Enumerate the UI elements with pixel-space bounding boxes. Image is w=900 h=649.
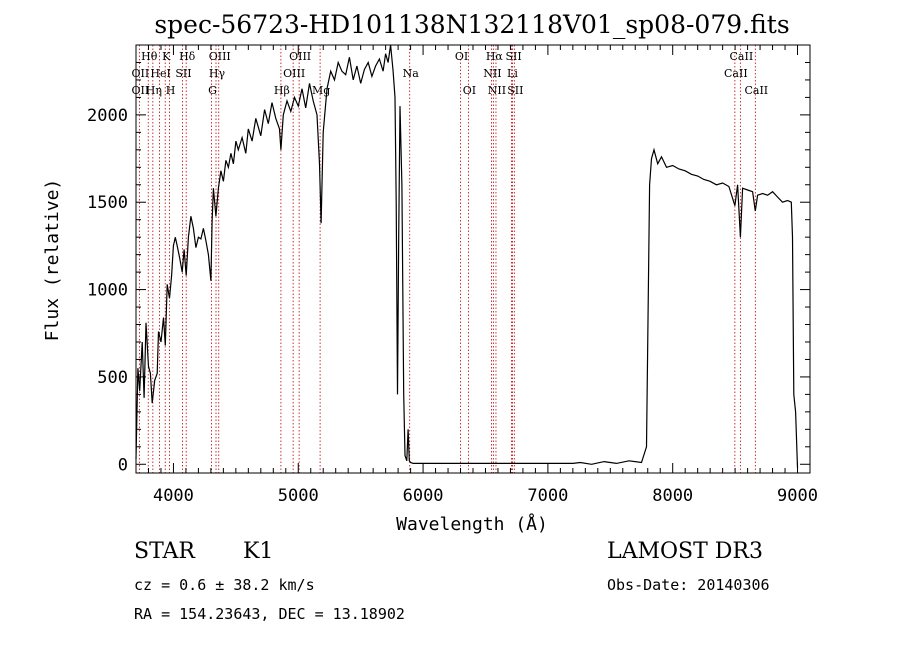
line-label: SII: [505, 50, 521, 63]
x-tick-label: 5000: [278, 486, 319, 506]
line-label: OI: [463, 84, 476, 97]
spectral-line-labels: HθOIIOIIHηHeIKHSIIHδGOIIIHγHβOIIIOIIIMgN…: [132, 50, 769, 97]
line-label: SII: [507, 84, 523, 97]
y-tick-label: 1500: [87, 193, 128, 213]
spectrum-line: [135, 44, 799, 468]
line-label: HeI: [150, 67, 170, 80]
line-label: CaII: [744, 84, 768, 97]
x-axis-ticks: 4000 5000 6000 7000 8000 9000: [135, 45, 818, 506]
y-tick-label: 2000: [87, 106, 128, 126]
line-label: NII: [483, 67, 501, 80]
y-tick-label: 1000: [87, 281, 128, 301]
obs-date: Obs-Date: 20140306: [607, 576, 770, 594]
y-axis-ticks: 0 500 1000 1500 2000: [87, 44, 810, 475]
x-tick-label: 7000: [527, 486, 568, 506]
line-label: Hδ: [179, 50, 196, 63]
line-label: K: [162, 50, 171, 63]
y-axis-label: Flux (relative): [42, 179, 63, 342]
line-label: CaII: [730, 50, 754, 63]
line-label: NII: [488, 84, 506, 97]
object-class: STAR: [134, 539, 195, 564]
survey-name: LAMOST DR3: [607, 539, 763, 564]
x-axis-label: Wavelength (Å): [396, 513, 548, 535]
line-label: G: [208, 84, 217, 97]
y-tick-label: 0: [118, 455, 128, 475]
line-label: OII: [132, 67, 150, 80]
spectral-line-markers: [138, 45, 756, 473]
chart-title: spec-56723-HD101138N132118V01_sp08-079.f…: [154, 10, 789, 39]
line-label: Mg: [312, 84, 330, 97]
line-label: OIII: [283, 67, 305, 80]
line-label: CaII: [724, 67, 748, 80]
line-label: Na: [403, 67, 420, 80]
x-tick-label: 4000: [153, 486, 194, 506]
coordinates: RA = 154.23643, DEC = 13.18902: [134, 605, 405, 623]
x-tick-label: 8000: [652, 486, 693, 506]
line-label: H: [166, 84, 176, 97]
x-tick-label: 9000: [777, 486, 818, 506]
line-label: OIII: [289, 50, 311, 63]
line-label: Hβ: [274, 84, 290, 97]
line-label: Hη: [146, 84, 162, 97]
object-subclass: K1: [243, 539, 274, 564]
line-label: Hθ: [141, 50, 158, 63]
plot-frame: [135, 44, 811, 474]
line-label: Li: [507, 67, 518, 80]
y-tick-label: 500: [97, 368, 128, 388]
line-label: Hγ: [209, 67, 226, 80]
line-label: OIII: [209, 50, 231, 63]
x-tick-label: 6000: [403, 486, 444, 506]
line-label: OI: [455, 50, 468, 63]
line-label: Hα: [486, 50, 504, 63]
redshift-text: cz = 0.6 ± 38.2 km/s: [134, 576, 315, 594]
line-label: SII: [175, 67, 191, 80]
